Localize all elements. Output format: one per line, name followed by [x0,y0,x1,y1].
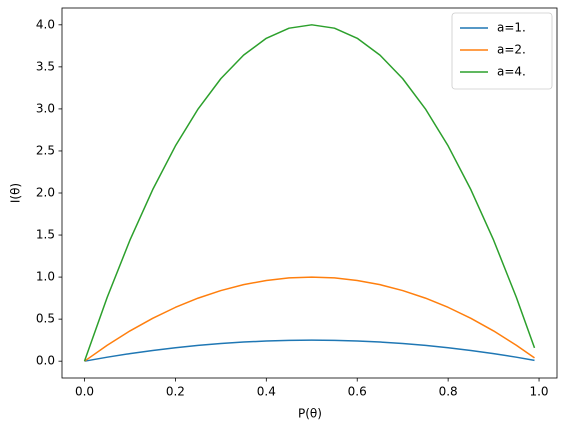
x-tick-label: 0.2 [166,385,185,399]
x-tick-label: 1.0 [529,385,548,399]
x-tick-label: 0.0 [75,385,94,399]
line [83,24,536,362]
legend-box [451,12,553,90]
y-tick-label: 0.5 [36,312,55,326]
y-tick-label: 4.0 [36,17,55,31]
x-tick-label: 0.6 [348,385,367,399]
y-tick-label: 1.5 [36,228,55,242]
y-tick-label: 3.0 [36,101,55,115]
legend-label: a=2. [497,43,526,57]
plot-frame [61,7,558,379]
legend-label: a=4. [497,65,526,79]
x-tick-label: 0.8 [439,385,458,399]
legend-label: a=1. [497,21,526,35]
x-axis-label: P(θ) [298,407,322,421]
line [84,339,535,362]
line [84,276,535,362]
y-tick-label: 1.0 [36,270,55,284]
y-axis-label: I(θ) [9,183,23,203]
y-tick-label: 2.5 [36,143,55,157]
y-tick-label: 0.0 [36,354,55,368]
y-tick-label: 3.5 [36,59,55,73]
x-tick-label: 0.4 [257,385,276,399]
y-tick-label: 2.0 [36,186,55,200]
